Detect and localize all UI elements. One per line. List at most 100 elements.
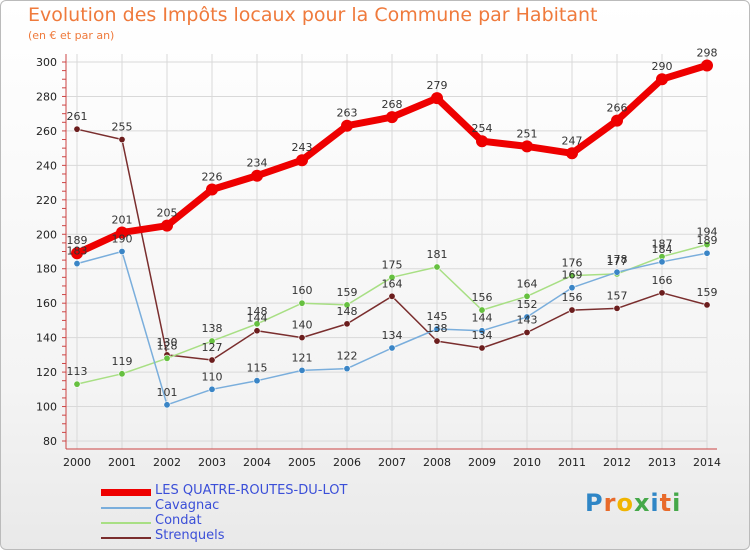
legend-swatch — [101, 522, 151, 524]
data-point[interactable] — [568, 306, 576, 314]
data-point[interactable] — [298, 334, 306, 342]
data-label: 144 — [247, 312, 268, 325]
data-point[interactable] — [298, 299, 306, 307]
data-point[interactable] — [701, 59, 713, 72]
logo-letter: o — [616, 489, 634, 517]
data-label: 138 — [202, 322, 223, 335]
legend-label: Condat — [155, 513, 202, 528]
data-point[interactable] — [568, 272, 576, 280]
data-point[interactable] — [478, 327, 486, 335]
data-point[interactable] — [208, 337, 216, 345]
data-point[interactable] — [73, 380, 81, 388]
legend-label: Strenquels — [155, 528, 225, 543]
data-point[interactable] — [388, 273, 396, 281]
data-point[interactable] — [568, 284, 576, 292]
data-point[interactable] — [566, 147, 578, 160]
data-label: 121 — [292, 351, 313, 364]
data-point[interactable] — [703, 301, 711, 309]
data-point[interactable] — [341, 119, 353, 132]
data-point[interactable] — [523, 328, 531, 336]
data-point[interactable] — [116, 226, 128, 239]
logo-letter: t — [659, 489, 673, 517]
x-tick-label: 2014 — [693, 456, 721, 469]
data-point[interactable] — [478, 344, 486, 352]
data-point[interactable] — [658, 258, 666, 266]
data-point[interactable] — [388, 292, 396, 300]
data-point[interactable] — [163, 401, 171, 409]
logo-letter: r — [603, 489, 617, 517]
data-label: 279 — [427, 79, 448, 92]
x-tick-label: 2006 — [333, 456, 361, 469]
data-label: 152 — [517, 298, 538, 311]
logo-letter: x — [633, 489, 651, 517]
data-point[interactable] — [163, 354, 171, 362]
data-point[interactable] — [388, 344, 396, 352]
data-label: 159 — [337, 286, 358, 299]
data-label: 255 — [112, 121, 133, 134]
x-tick-label: 2012 — [603, 456, 631, 469]
data-label: 156 — [472, 291, 493, 304]
data-point[interactable] — [433, 337, 441, 345]
data-point[interactable] — [343, 320, 351, 328]
data-point[interactable] — [386, 111, 398, 124]
data-point[interactable] — [253, 377, 261, 385]
data-label: 115 — [247, 362, 268, 375]
y-tick-label: 260 — [36, 125, 57, 138]
data-point[interactable] — [118, 136, 126, 144]
data-label: 160 — [292, 284, 313, 297]
data-point[interactable] — [118, 248, 126, 256]
data-point[interactable] — [73, 260, 81, 268]
data-label: 130 — [157, 336, 178, 349]
data-point[interactable] — [296, 154, 308, 167]
data-label: 145 — [427, 310, 448, 323]
y-tick-label: 140 — [36, 332, 57, 345]
x-tick-label: 2008 — [423, 456, 451, 469]
data-point[interactable] — [523, 292, 531, 300]
data-label: 169 — [562, 269, 583, 282]
data-point[interactable] — [656, 73, 668, 86]
data-point[interactable] — [251, 169, 263, 182]
data-point[interactable] — [523, 313, 531, 321]
data-point[interactable] — [433, 325, 441, 333]
data-label: 134 — [382, 329, 403, 342]
data-point[interactable] — [476, 135, 488, 148]
data-point[interactable] — [703, 249, 711, 257]
data-label: 298 — [697, 46, 718, 59]
data-label: 263 — [337, 107, 358, 120]
data-label: 251 — [517, 127, 538, 140]
data-point[interactable] — [253, 320, 261, 328]
data-point[interactable] — [433, 263, 441, 271]
data-point[interactable] — [478, 306, 486, 314]
data-label: 290 — [652, 60, 673, 73]
data-point[interactable] — [208, 385, 216, 393]
data-point[interactable] — [521, 140, 533, 153]
proxiti-logo: Proxiti — [585, 489, 681, 517]
data-label: 157 — [607, 289, 628, 302]
data-point[interactable] — [611, 114, 623, 127]
data-label: 181 — [427, 248, 448, 261]
data-point[interactable] — [208, 356, 216, 364]
data-point[interactable] — [613, 268, 621, 276]
y-tick-label: 180 — [36, 263, 57, 276]
data-label: 194 — [697, 226, 718, 239]
x-tick-label: 2001 — [108, 456, 136, 469]
x-tick-label: 2013 — [648, 456, 676, 469]
data-point[interactable] — [253, 327, 261, 335]
data-label: 127 — [202, 341, 223, 354]
data-point[interactable] — [658, 289, 666, 297]
data-point[interactable] — [71, 247, 83, 260]
data-point[interactable] — [206, 183, 218, 196]
data-point[interactable] — [343, 365, 351, 373]
data-point[interactable] — [118, 370, 126, 378]
data-point[interactable] — [161, 219, 173, 232]
x-tick-label: 2005 — [288, 456, 316, 469]
data-point[interactable] — [431, 92, 443, 105]
data-point[interactable] — [613, 304, 621, 312]
data-point[interactable] — [343, 301, 351, 309]
data-point[interactable] — [73, 125, 81, 133]
data-point[interactable] — [298, 366, 306, 374]
logo-letter: i — [672, 489, 682, 517]
data-label: 166 — [652, 274, 673, 287]
data-label: 205 — [157, 207, 178, 220]
data-point[interactable] — [703, 241, 711, 249]
